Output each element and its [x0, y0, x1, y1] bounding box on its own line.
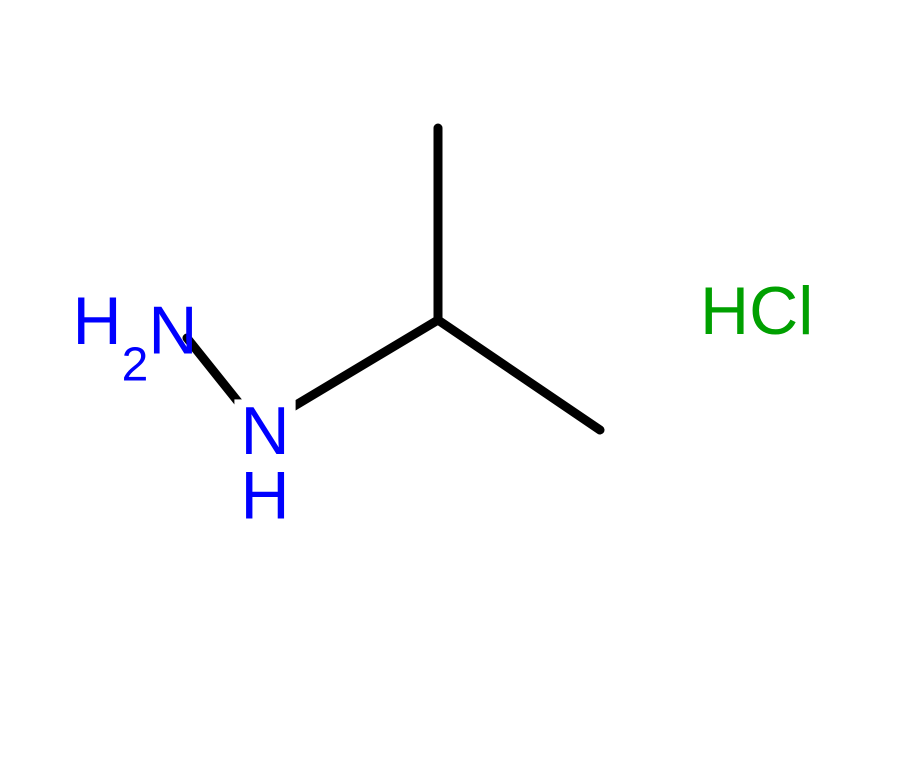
- chemical-structure-diagram: H2NNHHCl: [0, 0, 897, 777]
- atom-label-NH2: H2N: [73, 283, 198, 391]
- atom-label-N-H: H: [240, 457, 289, 533]
- bond-C_center-C_botright: [438, 320, 600, 430]
- counterion-label-HCl: HCl: [700, 273, 813, 349]
- bond-N1-C_center: [291, 320, 438, 408]
